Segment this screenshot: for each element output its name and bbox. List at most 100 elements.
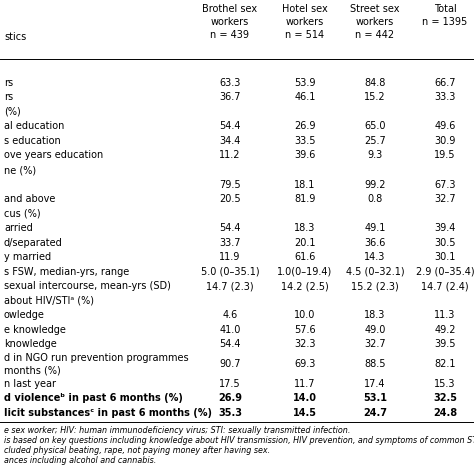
Text: 19.5: 19.5 [434,150,456,161]
Text: 54.4: 54.4 [219,339,241,349]
Text: 4.5 (0–32.1): 4.5 (0–32.1) [346,267,404,277]
Text: 32.5: 32.5 [433,393,457,403]
Text: 14.2 (2.5): 14.2 (2.5) [281,281,329,292]
Text: 10.0: 10.0 [294,310,316,320]
Text: e sex worker; HIV: human immunodeficiency virus; STI: sexually transmitted infec: e sex worker; HIV: human immunodeficienc… [4,426,350,435]
Text: Total
n = 1395: Total n = 1395 [422,4,468,27]
Text: 1.0(0–19.4): 1.0(0–19.4) [277,267,333,277]
Text: rs: rs [4,92,13,102]
Text: 69.3: 69.3 [294,359,316,369]
Text: s FSW, median-yrs, range: s FSW, median-yrs, range [4,267,129,277]
Text: and above: and above [4,194,55,204]
Text: 54.4: 54.4 [219,121,241,131]
Text: stics: stics [4,32,26,42]
Text: 82.1: 82.1 [434,359,456,369]
Text: 14.0: 14.0 [293,393,317,403]
Text: licit substancesᶜ in past 6 months (%): licit substancesᶜ in past 6 months (%) [4,408,212,418]
Text: knowledge: knowledge [4,339,57,349]
Text: 79.5: 79.5 [219,180,241,190]
Text: e knowledge: e knowledge [4,325,66,335]
Text: 57.6: 57.6 [294,325,316,335]
Text: 11.7: 11.7 [294,379,316,389]
Text: 26.9: 26.9 [294,121,316,131]
Text: arried: arried [4,223,33,233]
Text: owledge: owledge [4,310,45,320]
Text: d/separated: d/separated [4,237,63,248]
Text: 30.5: 30.5 [434,237,456,248]
Text: 2.9 (0–35.4): 2.9 (0–35.4) [416,267,474,277]
Text: 65.0: 65.0 [364,121,386,131]
Text: 54.4: 54.4 [219,223,241,233]
Text: d in NGO run prevention programmes
months (%): d in NGO run prevention programmes month… [4,353,189,375]
Text: 20.5: 20.5 [219,194,241,204]
Text: 84.8: 84.8 [365,78,386,88]
Text: 88.5: 88.5 [364,359,386,369]
Text: d violenceᵇ in past 6 months (%): d violenceᵇ in past 6 months (%) [4,393,183,403]
Text: 30.1: 30.1 [434,252,456,262]
Text: cluded physical beating, rape, not paying money after having sex.: cluded physical beating, rape, not payin… [4,446,270,455]
Text: 11.3: 11.3 [434,310,456,320]
Text: 24.7: 24.7 [363,408,387,418]
Text: 39.6: 39.6 [294,150,316,161]
Text: Hotel sex
workers
n = 514: Hotel sex workers n = 514 [282,4,328,40]
Text: 30.9: 30.9 [434,136,456,146]
Text: (%): (%) [4,107,21,117]
Text: 35.3: 35.3 [218,408,242,418]
Text: 33.7: 33.7 [219,237,241,248]
Text: sexual intercourse, mean-yrs (SD): sexual intercourse, mean-yrs (SD) [4,281,171,292]
Text: 99.2: 99.2 [364,180,386,190]
Text: 49.6: 49.6 [434,121,456,131]
Text: Brothel sex
workers
n = 439: Brothel sex workers n = 439 [202,4,257,40]
Text: 26.9: 26.9 [218,393,242,403]
Text: 49.2: 49.2 [434,325,456,335]
Text: 61.6: 61.6 [294,252,316,262]
Text: 17.4: 17.4 [364,379,386,389]
Text: 14.5: 14.5 [293,408,317,418]
Text: 15.2: 15.2 [364,92,386,102]
Text: 66.7: 66.7 [434,78,456,88]
Text: 14.7 (2.3): 14.7 (2.3) [206,281,254,292]
Text: 49.1: 49.1 [365,223,386,233]
Text: 14.3: 14.3 [365,252,386,262]
Text: al education: al education [4,121,64,131]
Text: 36.7: 36.7 [219,92,241,102]
Text: 34.4: 34.4 [219,136,241,146]
Text: 14.7 (2.4): 14.7 (2.4) [421,281,469,292]
Text: 4.6: 4.6 [222,310,237,320]
Text: 20.1: 20.1 [294,237,316,248]
Text: 15.3: 15.3 [434,379,456,389]
Text: s education: s education [4,136,61,146]
Text: 63.3: 63.3 [219,78,241,88]
Text: 11.2: 11.2 [219,150,241,161]
Text: n last year: n last year [4,379,56,389]
Text: 17.5: 17.5 [219,379,241,389]
Text: 32.7: 32.7 [364,339,386,349]
Text: 90.7: 90.7 [219,359,241,369]
Text: ances including alcohol and cannabis.: ances including alcohol and cannabis. [4,456,156,465]
Text: 53.9: 53.9 [294,78,316,88]
Text: 39.5: 39.5 [434,339,456,349]
Text: 81.9: 81.9 [294,194,316,204]
Text: 5.0 (0–35.1): 5.0 (0–35.1) [201,267,259,277]
Text: 15.2 (2.3): 15.2 (2.3) [351,281,399,292]
Text: is based on key questions including knowledge about HIV transmission, HIV preven: is based on key questions including know… [4,436,474,445]
Text: 32.3: 32.3 [294,339,316,349]
Text: 18.3: 18.3 [294,223,316,233]
Text: 36.6: 36.6 [365,237,386,248]
Text: 11.9: 11.9 [219,252,241,262]
Text: 67.3: 67.3 [434,180,456,190]
Text: 32.7: 32.7 [434,194,456,204]
Text: 53.1: 53.1 [363,393,387,403]
Text: 24.8: 24.8 [433,408,457,418]
Text: ove years education: ove years education [4,150,103,161]
Text: 18.1: 18.1 [294,180,316,190]
Text: Street sex
workers
n = 442: Street sex workers n = 442 [350,4,400,40]
Text: 39.4: 39.4 [434,223,456,233]
Text: 33.5: 33.5 [294,136,316,146]
Text: rs: rs [4,78,13,88]
Text: 0.8: 0.8 [367,194,383,204]
Text: about HIV/STIᵃ (%): about HIV/STIᵃ (%) [4,296,94,306]
Text: cus (%): cus (%) [4,209,41,219]
Text: 41.0: 41.0 [219,325,241,335]
Text: 46.1: 46.1 [294,92,316,102]
